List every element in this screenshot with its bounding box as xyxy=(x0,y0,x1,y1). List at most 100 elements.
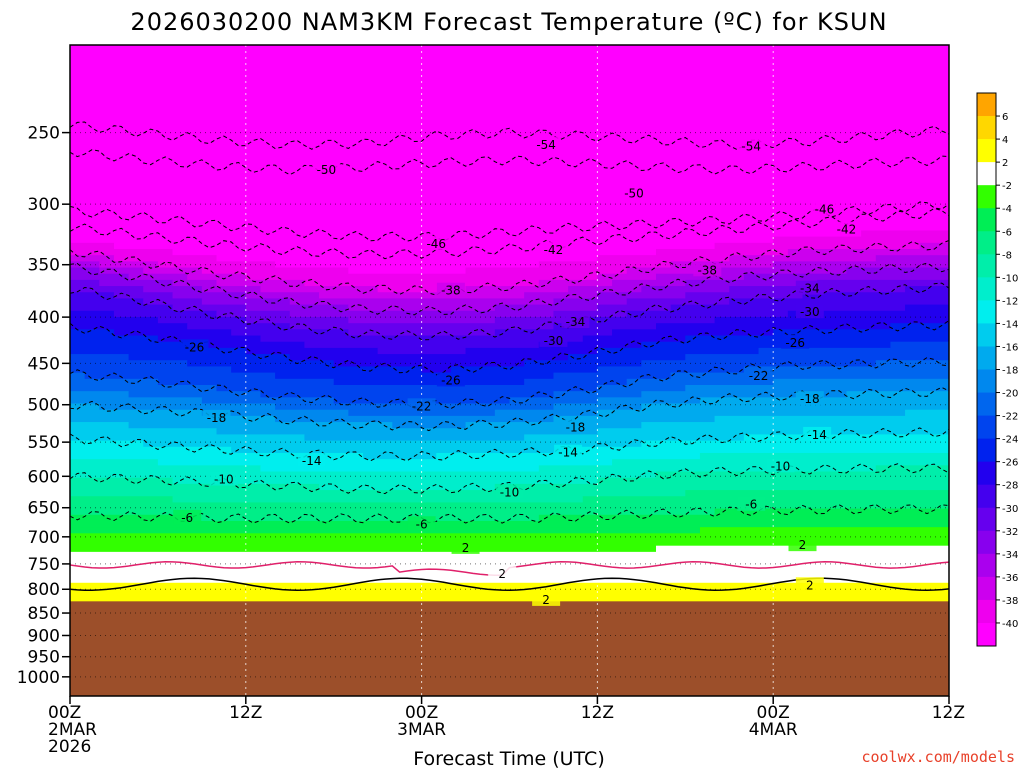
colorbar-swatch xyxy=(977,553,996,578)
temperature-cell xyxy=(201,298,291,306)
contour-label-bg xyxy=(539,332,568,347)
temperature-cell xyxy=(245,347,379,355)
temperature-cell xyxy=(70,446,232,454)
colorbar-label: 2 xyxy=(1002,158,1008,169)
contour-label-bg xyxy=(795,304,824,319)
contour-label: -10 xyxy=(214,473,234,487)
temperature-cell xyxy=(70,360,188,367)
temperature-cell xyxy=(70,323,188,330)
temperature-cell xyxy=(157,459,613,466)
colorbar-swatch xyxy=(977,162,996,186)
temperature-cell xyxy=(187,514,540,522)
temperature-cell xyxy=(641,403,949,411)
colorbar-label: -6 xyxy=(1002,227,1012,238)
colorbar-label: 4 xyxy=(1002,135,1008,146)
isotherm-line xyxy=(70,121,949,150)
temperature-cell xyxy=(773,236,949,244)
contour-label: -6 xyxy=(181,511,193,525)
temperature-cell xyxy=(348,316,496,324)
contour-label-bg xyxy=(180,339,209,354)
temperature-cell xyxy=(172,477,598,485)
temperature-cell xyxy=(113,329,232,337)
temperature-cell xyxy=(70,248,174,256)
temperature-cell xyxy=(70,520,949,528)
temperature-cell xyxy=(70,137,949,145)
contour-label: -22 xyxy=(412,399,432,413)
colorbar-swatch xyxy=(977,346,996,370)
contour-label: 2 xyxy=(799,538,807,552)
temperature-cell xyxy=(260,465,540,473)
colorbar-swatch xyxy=(977,139,996,163)
temperature-cell xyxy=(787,310,949,318)
temperature-cell xyxy=(275,261,540,269)
temperature-cell xyxy=(524,434,745,442)
colorbar-label: -14 xyxy=(1002,319,1018,330)
temperature-cell xyxy=(70,502,949,510)
temperature-cell xyxy=(582,316,716,324)
temperature-cell xyxy=(70,218,949,225)
contour-label-bg xyxy=(539,241,568,256)
temperature-cell xyxy=(231,366,423,374)
temperature-cell xyxy=(157,261,276,269)
temperature-cell xyxy=(113,255,217,262)
temperature-cell xyxy=(70,329,115,337)
temperature-cell xyxy=(905,409,949,417)
contour-label: -14 xyxy=(558,446,578,460)
colorbar-swatch xyxy=(977,93,996,117)
temperature-cell xyxy=(70,125,949,133)
temperature-cell xyxy=(216,255,598,262)
temperature-cell xyxy=(465,422,642,429)
colorbar-swatch xyxy=(977,599,996,624)
temperature-cell xyxy=(128,273,188,281)
temperature-cell xyxy=(70,588,949,596)
temperature-cell xyxy=(597,477,949,485)
temperature-cell xyxy=(509,397,598,405)
contour-label: -18 xyxy=(207,411,227,425)
temperature-cell xyxy=(172,248,657,256)
temperature-cell xyxy=(70,193,949,201)
temperature-cell xyxy=(70,434,305,442)
contour-label-bg xyxy=(532,136,561,151)
temperature-cell xyxy=(304,279,540,287)
isotherm-line xyxy=(70,149,949,176)
temperature-cell xyxy=(70,440,144,448)
x-tick-label: 4MAR xyxy=(749,720,798,740)
temperature-cell xyxy=(70,242,115,250)
temperature-cell xyxy=(70,545,657,553)
contour-label-bg xyxy=(312,162,341,177)
contour-label: -46 xyxy=(426,237,446,251)
contour-label-bg xyxy=(737,496,766,511)
temperature-cell xyxy=(333,360,525,367)
temperature-cell xyxy=(875,360,949,367)
isotherm-line xyxy=(70,503,949,524)
colorbar-label: -32 xyxy=(1002,527,1018,538)
temperature-cell xyxy=(172,292,247,299)
temperature-cell xyxy=(656,471,949,479)
temperature-cell xyxy=(70,106,949,114)
temperature-cell xyxy=(641,341,891,349)
colorbar-swatch xyxy=(977,323,996,347)
temperature-cell xyxy=(70,236,774,244)
temperature-cell xyxy=(641,391,847,398)
temperature-cell xyxy=(157,335,261,343)
temperature-cell xyxy=(70,199,949,207)
colorbar-swatch xyxy=(977,484,996,509)
contour-label: -42 xyxy=(837,223,857,237)
temperature-cell xyxy=(70,119,949,126)
colorbar-label: -2 xyxy=(1002,181,1012,192)
temperature-cell xyxy=(846,267,949,275)
contour-label-bg xyxy=(495,484,524,499)
temperature-cell xyxy=(201,397,335,405)
temperature-cell xyxy=(70,310,115,318)
y-tick-label: 300 xyxy=(28,195,60,215)
temperature-cell xyxy=(70,230,862,238)
temperature-cell xyxy=(289,323,554,330)
colorbar-label: -36 xyxy=(1002,573,1018,584)
temperature-cell xyxy=(685,335,949,343)
temperature-cell xyxy=(70,490,686,497)
contour-label-bg xyxy=(451,539,480,554)
contour-label: -46 xyxy=(815,202,835,216)
temperature-cell xyxy=(172,279,217,287)
temperature-cell xyxy=(70,527,701,534)
temperature-cell xyxy=(70,428,217,435)
